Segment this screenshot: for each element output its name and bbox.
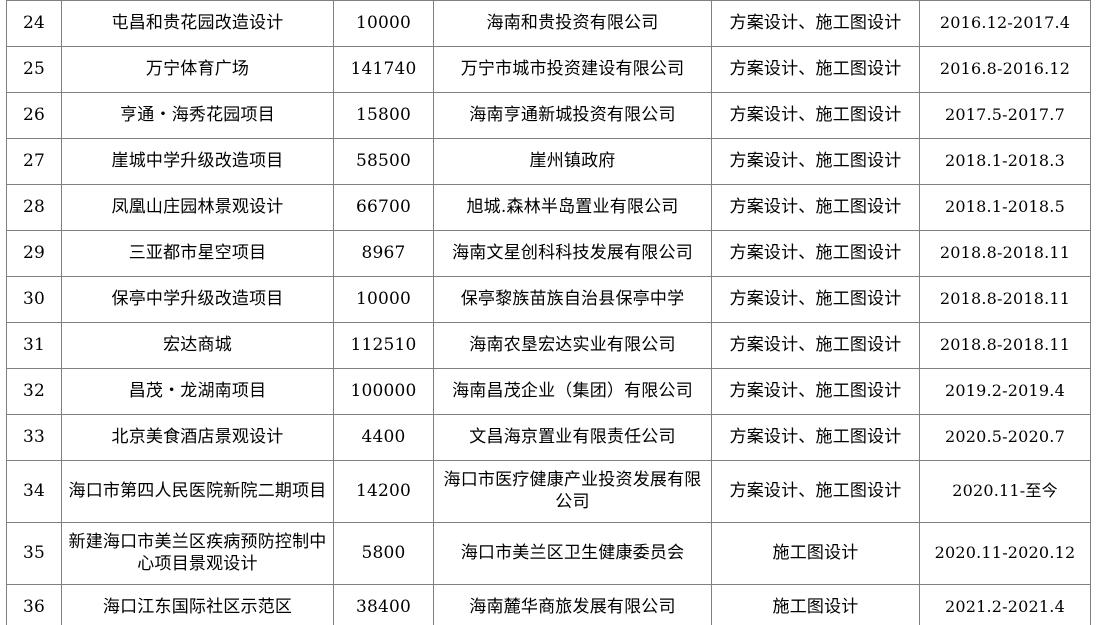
project-area-cell: 15800	[333, 92, 434, 139]
client-unit-cell: 海口市美兰区卫生健康委员会	[433, 522, 712, 585]
project-name-cell: 昌茂・龙湖南项目	[61, 368, 334, 415]
row-number-cell: 30	[6, 276, 62, 323]
project-area-cell: 58500	[333, 138, 434, 185]
table-body: 24 屯昌和贵花园改造设计 10000 海南和贵投资有限公司 方案设计、施工图设计 201…	[6, 0, 1091, 625]
design-period-cell: 2020.5-2020.7	[919, 414, 1091, 461]
client-unit-cell: 海口市医疗健康产业投资发展有限公司	[433, 460, 712, 523]
project-area-cell: 66700	[333, 184, 434, 231]
table-row: 36 海口江东国际社区示范区 38400 海南麓华商旅发展有限公司 施工图设计 2021.…	[6, 584, 1091, 625]
project-name-cell: 凤凰山庄园林景观设计	[61, 184, 334, 231]
client-unit-cell: 万宁市城市投资建设有限公司	[433, 46, 712, 93]
client-unit-cell: 崖州镇政府	[433, 138, 712, 185]
table-row: 30 保亭中学升级改造项目 10000 保亭黎族苗族自治县保亭中学 方案设计、施工图设计…	[6, 276, 1091, 323]
row-number-cell: 25	[6, 46, 62, 93]
project-name-cell: 海口江东国际社区示范区	[61, 584, 334, 625]
design-period-cell: 2018.8-2018.11	[919, 230, 1091, 277]
row-number-cell: 35	[6, 522, 62, 585]
project-name-cell: 亨通・海秀花园项目	[61, 92, 334, 139]
design-scope-cell: 施工图设计	[711, 584, 920, 625]
design-period-cell: 2018.8-2018.11	[919, 322, 1091, 369]
row-number-cell: 26	[6, 92, 62, 139]
project-reference-table: 24 屯昌和贵花园改造设计 10000 海南和贵投资有限公司 方案设计、施工图设计 201…	[6, 0, 1091, 625]
row-number-cell: 28	[6, 184, 62, 231]
table-row: 32 昌茂・龙湖南项目 100000 海南昌茂企业（集团）有限公司 方案设计、施工图设计…	[6, 368, 1091, 415]
row-number-cell: 24	[6, 0, 62, 47]
project-area-cell: 38400	[333, 584, 434, 625]
project-area-cell: 112510	[333, 322, 434, 369]
project-area-cell: 4400	[333, 414, 434, 461]
project-name-cell: 三亚都市星空项目	[61, 230, 334, 277]
row-number-cell: 34	[6, 460, 62, 523]
design-period-cell: 2016.12-2017.4	[919, 0, 1091, 47]
design-period-cell: 2018.1-2018.5	[919, 184, 1091, 231]
design-scope-cell: 方案设计、施工图设计	[711, 414, 920, 461]
client-unit-cell: 海南农垦宏达实业有限公司	[433, 322, 712, 369]
project-name-cell: 北京美食酒店景观设计	[61, 414, 334, 461]
project-name-cell: 海口市第四人民医院新院二期项目	[61, 460, 334, 523]
table-row: 24 屯昌和贵花园改造设计 10000 海南和贵投资有限公司 方案设计、施工图设计 201…	[6, 0, 1091, 47]
project-name-cell: 新建海口市美兰区疾病预防控制中心项目景观设计	[61, 522, 334, 585]
project-area-cell: 100000	[333, 368, 434, 415]
table-row: 27 崖城中学升级改造项目 58500 崖州镇政府 方案设计、施工图设计 2018.1-2…	[6, 138, 1091, 185]
project-name-cell: 屯昌和贵花园改造设计	[61, 0, 334, 47]
row-number-cell: 32	[6, 368, 62, 415]
design-period-cell: 2017.5-2017.7	[919, 92, 1091, 139]
design-period-cell: 2021.2-2021.4	[919, 584, 1091, 625]
project-area-cell: 14200	[333, 460, 434, 523]
row-number-cell: 31	[6, 322, 62, 369]
project-name-cell: 万宁体育广场	[61, 46, 334, 93]
design-scope-cell: 方案设计、施工图设计	[711, 46, 920, 93]
client-unit-cell: 保亭黎族苗族自治县保亭中学	[433, 276, 712, 323]
table-row: 34 海口市第四人民医院新院二期项目 14200 海口市医疗健康产业投资发展有限公司方…	[6, 460, 1091, 523]
row-number-cell: 36	[6, 584, 62, 625]
row-number-cell: 33	[6, 414, 62, 461]
project-area-cell: 141740	[333, 46, 434, 93]
design-period-cell: 2019.2-2019.4	[919, 368, 1091, 415]
client-unit-cell: 海南和贵投资有限公司	[433, 0, 712, 47]
design-period-cell: 2020.11-2020.12	[919, 522, 1091, 585]
design-scope-cell: 方案设计、施工图设计	[711, 460, 920, 523]
design-scope-cell: 方案设计、施工图设计	[711, 322, 920, 369]
project-name-cell: 崖城中学升级改造项目	[61, 138, 334, 185]
design-scope-cell: 方案设计、施工图设计	[711, 92, 920, 139]
client-unit-cell: 海南昌茂企业（集团）有限公司	[433, 368, 712, 415]
table-row: 28 凤凰山庄园林景观设计 66700 旭城.森林半岛置业有限公司 方案设计、施工图设计…	[6, 184, 1091, 231]
client-unit-cell: 海南麓华商旅发展有限公司	[433, 584, 712, 625]
design-scope-cell: 方案设计、施工图设计	[711, 276, 920, 323]
design-period-cell: 2018.8-2018.11	[919, 276, 1091, 323]
project-area-cell: 5800	[333, 522, 434, 585]
client-unit-cell: 海南亨通新城投资有限公司	[433, 92, 712, 139]
project-area-cell: 8967	[333, 230, 434, 277]
table-row: 25 万宁体育广场 141740 万宁市城市投资建设有限公司 方案设计、施工图设计 201…	[6, 46, 1091, 93]
row-number-cell: 27	[6, 138, 62, 185]
table-row: 33 北京美食酒店景观设计 4400 文昌海京置业有限责任公司 方案设计、施工图设计 20…	[6, 414, 1091, 461]
design-scope-cell: 方案设计、施工图设计	[711, 184, 920, 231]
table-row: 35 新建海口市美兰区疾病预防控制中心项目景观设计 5800 海口市美兰区卫生健康委员…	[6, 522, 1091, 585]
table-row: 31 宏达商城 112510 海南农垦宏达实业有限公司 方案设计、施工图设计 2018.8…	[6, 322, 1091, 369]
project-name-cell: 保亭中学升级改造项目	[61, 276, 334, 323]
design-scope-cell: 方案设计、施工图设计	[711, 0, 920, 47]
row-number-cell: 29	[6, 230, 62, 277]
client-unit-cell: 文昌海京置业有限责任公司	[433, 414, 712, 461]
design-scope-cell: 方案设计、施工图设计	[711, 138, 920, 185]
design-scope-cell: 方案设计、施工图设计	[711, 230, 920, 277]
project-area-cell: 10000	[333, 276, 434, 323]
table-row: 26 亨通・海秀花园项目 15800 海南亨通新城投资有限公司 方案设计、施工图设计 20…	[6, 92, 1091, 139]
table-row: 29 三亚都市星空项目 8967 海南文星创科科技发展有限公司 方案设计、施工图设计 20…	[6, 230, 1091, 277]
design-period-cell: 2018.1-2018.3	[919, 138, 1091, 185]
project-area-cell: 10000	[333, 0, 434, 47]
design-period-cell: 2020.11-至今	[919, 460, 1091, 523]
design-scope-cell: 方案设计、施工图设计	[711, 368, 920, 415]
design-scope-cell: 施工图设计	[711, 522, 920, 585]
client-unit-cell: 海南文星创科科技发展有限公司	[433, 230, 712, 277]
client-unit-cell: 旭城.森林半岛置业有限公司	[433, 184, 712, 231]
design-period-cell: 2016.8-2016.12	[919, 46, 1091, 93]
project-name-cell: 宏达商城	[61, 322, 334, 369]
